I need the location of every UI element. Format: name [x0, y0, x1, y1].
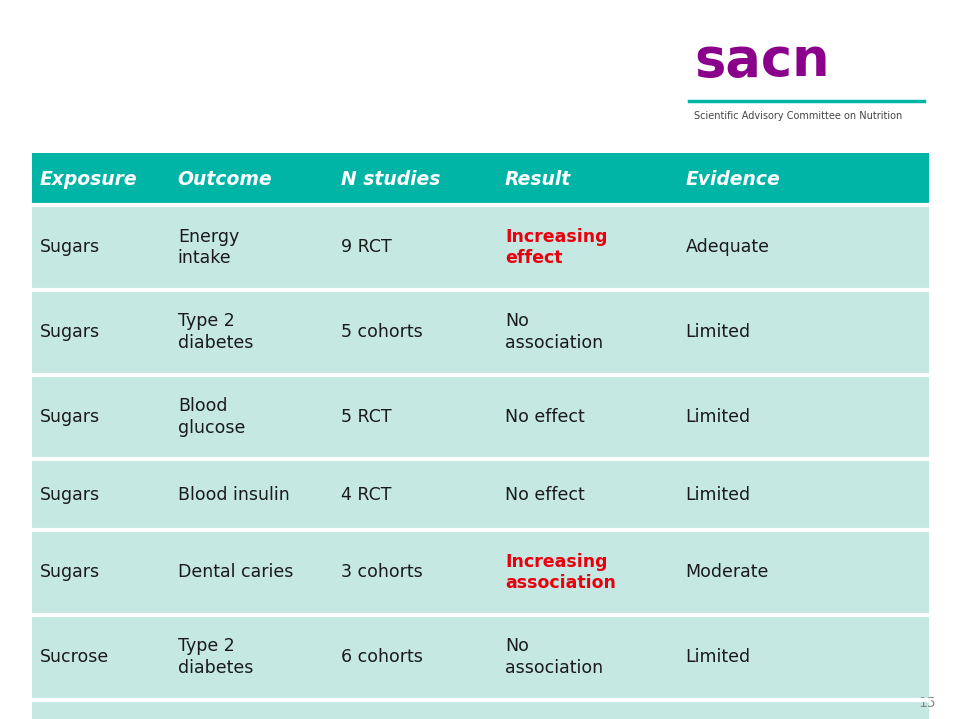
Text: Moderate: Moderate	[685, 563, 769, 582]
Text: Limited: Limited	[685, 408, 751, 426]
Text: 5 RCT: 5 RCT	[341, 408, 392, 426]
Bar	[32, 153, 929, 205]
Bar	[32, 459, 929, 530]
Text: Limited: Limited	[685, 485, 751, 504]
Text: 9 RCT: 9 RCT	[341, 238, 392, 257]
Text: 3 cohorts: 3 cohorts	[341, 563, 422, 582]
Text: No effect: No effect	[505, 485, 585, 504]
Text: Evidence: Evidence	[685, 170, 780, 188]
Text: Result: Result	[505, 170, 571, 188]
Text: Sugars: Sugars	[40, 563, 100, 582]
Text: Increasing
association: Increasing association	[505, 553, 616, 592]
Text: Sugars: Sugars	[40, 485, 100, 504]
Text: No
association: No association	[505, 638, 603, 677]
Text: Adequate: Adequate	[685, 238, 770, 257]
Text: Sugars: Sugars	[40, 408, 100, 426]
Text: 6 cohorts: 6 cohorts	[341, 648, 422, 667]
Text: Exposure: Exposure	[40, 170, 137, 188]
Text: Limited: Limited	[685, 323, 751, 342]
Text: Sugars: Sugars	[40, 323, 100, 342]
Text: No effect: No effect	[505, 408, 585, 426]
Text: Blood
glucose: Blood glucose	[178, 398, 245, 436]
Text: Increasing
effect: Increasing effect	[505, 228, 608, 267]
Text: N studies: N studies	[341, 170, 441, 188]
Text: Blood insulin: Blood insulin	[178, 485, 290, 504]
Text: 5 cohorts: 5 cohorts	[341, 323, 422, 342]
Text: Scientific Advisory Committee on Nutrition: Scientific Advisory Committee on Nutriti…	[694, 111, 902, 122]
Text: Sugars: Sugars	[40, 238, 100, 257]
Text: Dental caries: Dental caries	[178, 563, 293, 582]
Text: Sucrose: Sucrose	[40, 648, 109, 667]
Text: 15: 15	[919, 697, 936, 710]
Text: Type 2
diabetes: Type 2 diabetes	[178, 638, 253, 677]
Text: Outcome: Outcome	[178, 170, 273, 188]
Text: sacn: sacn	[694, 35, 829, 87]
Text: Energy
intake: Energy intake	[178, 228, 239, 267]
Text: Limited: Limited	[685, 648, 751, 667]
Text: 4 RCT: 4 RCT	[341, 485, 392, 504]
Text: No
association: No association	[505, 313, 603, 352]
Text: Type 2
diabetes: Type 2 diabetes	[178, 313, 253, 352]
